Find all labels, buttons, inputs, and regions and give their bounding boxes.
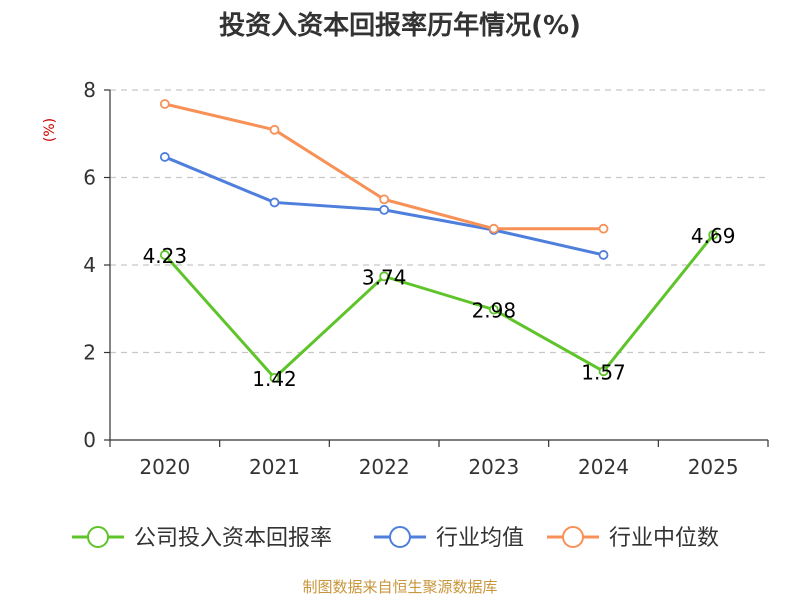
series-2-point-2021 — [269, 124, 280, 135]
y-tick-label-0: 0 — [83, 428, 96, 452]
y-tick-label-4: 4 — [83, 253, 96, 277]
x-ticks: 2020 2021 2022 2023 2024 2025 — [139, 455, 738, 479]
series-0-point-2022 — [379, 271, 390, 282]
x-tick-label-2020: 2020 — [139, 455, 190, 479]
legend-marker-1 — [389, 526, 411, 548]
data-label-2022: 3.74 — [362, 265, 407, 289]
series-1-point-2024 — [598, 250, 609, 260]
legend-marker-2 — [562, 526, 584, 548]
x-tick-label-2023: 2023 — [468, 455, 519, 479]
axes — [104, 89, 769, 447]
y-tick-label-6: 6 — [83, 166, 96, 190]
legend-marker-0 — [87, 526, 109, 548]
series-0-point-2023 — [488, 304, 499, 315]
data-label-2020: 4.23 — [143, 244, 188, 268]
source-note: 制图数据来自恒生聚源数据库 — [302, 578, 497, 596]
chart-title: 投资入资本回报率历年情况(%) — [219, 10, 581, 41]
series-2-point-2023 — [488, 223, 499, 234]
data-label-2024: 1.57 — [581, 360, 626, 384]
legend: 公司投入资本回报率 行业均值 行业中位数 — [72, 526, 719, 551]
data-label-2021: 1.42 — [252, 367, 297, 391]
data-label-2025: 4.69 — [691, 224, 736, 248]
x-tick-label-2024: 2024 — [578, 455, 629, 479]
x-tick-label-2025: 2025 — [688, 455, 739, 479]
series-0-point-2024 — [598, 366, 609, 377]
series-0-point-2020 — [159, 250, 170, 260]
series-0-point-2025 — [708, 229, 719, 240]
y-tick-label-2: 2 — [83, 341, 96, 365]
y-tick-label-8: 8 — [83, 78, 96, 102]
series-0-point-2021 — [269, 372, 280, 383]
y-axis-unit-label: (%) — [42, 118, 58, 142]
series-2-point-2024 — [598, 223, 609, 234]
series-line-0 — [163, 233, 715, 380]
data-label-2023: 2.98 — [472, 299, 517, 323]
legend-label-0: 公司投入资本回报率 — [134, 526, 332, 551]
x-tick-label-2021: 2021 — [249, 455, 300, 479]
series-layer — [159, 99, 719, 383]
legend-label-1: 行业均值 — [436, 526, 524, 551]
y-ticks: 0 2 4 6 8 — [83, 78, 96, 452]
series-2-point-2022 — [379, 194, 390, 205]
series-1-point-2022 — [379, 204, 390, 215]
series-1-point-2020 — [159, 152, 170, 162]
x-tick-label-2022: 2022 — [359, 455, 410, 479]
series-2-point-2020 — [159, 99, 170, 109]
data-labels: 4.23 1.42 3.74 2.98 1.57 4.69 — [143, 224, 736, 391]
series-1-point-2021 — [269, 197, 280, 208]
legend-label-2: 行业中位数 — [609, 526, 719, 551]
